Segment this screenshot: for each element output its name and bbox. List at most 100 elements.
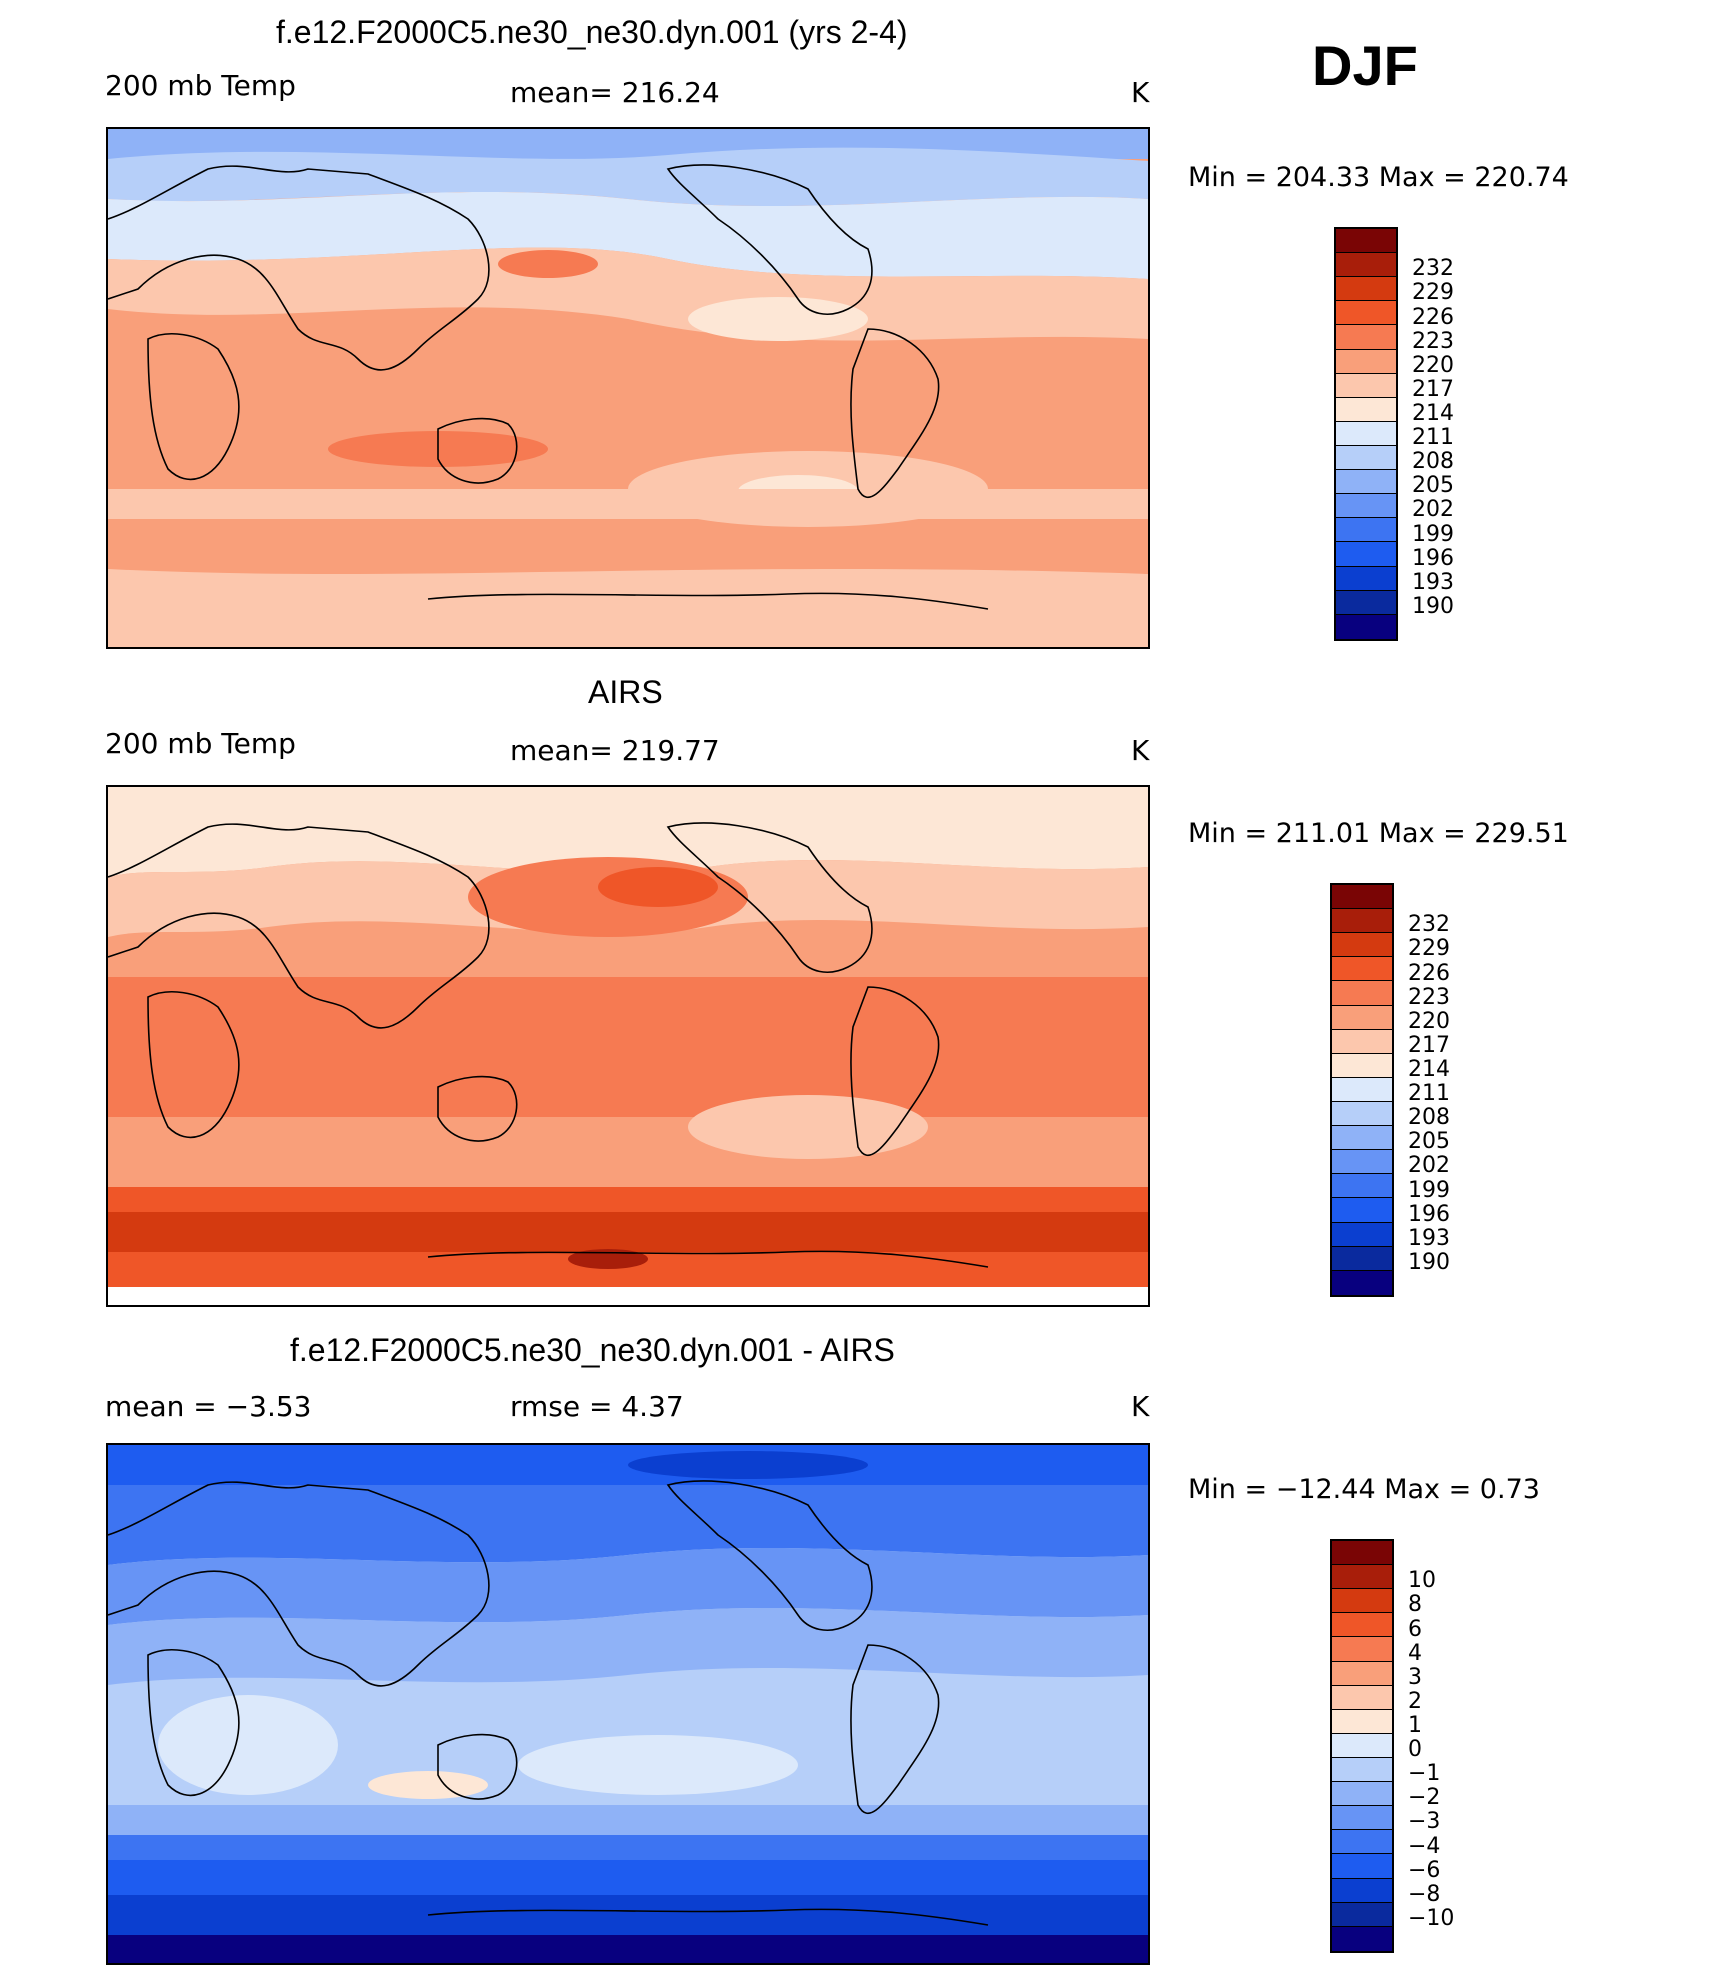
colorbar-level-label: 193 bbox=[1408, 1225, 1450, 1251]
panel2-band-south3 bbox=[108, 1212, 1148, 1252]
colorbar-level-label: 223 bbox=[1412, 328, 1454, 354]
panel2-title: AIRS bbox=[588, 674, 663, 710]
colorbar-level-label: 232 bbox=[1412, 256, 1454, 282]
panel3-title: f.e12.F2000C5.ne30_ne30.dyn.001 - AIRS bbox=[290, 1332, 895, 1368]
panel2-spot-antarctic bbox=[568, 1249, 648, 1269]
colorbar-level-label: 211 bbox=[1408, 1081, 1450, 1107]
colorbar-swatch bbox=[1332, 1661, 1392, 1686]
colorbar-swatch bbox=[1332, 909, 1392, 934]
colorbar-swatch bbox=[1332, 957, 1392, 982]
panel2-mean: mean= 219.77 bbox=[510, 734, 720, 767]
panel1-title: f.e12.F2000C5.ne30_ne30.dyn.001 (yrs 2-4… bbox=[276, 14, 908, 50]
colorbar-swatch bbox=[1332, 1005, 1392, 1030]
colorbar-level-label: 214 bbox=[1412, 400, 1454, 426]
panel2-coast-southamerica bbox=[850, 986, 940, 1156]
colorbar-swatch bbox=[1332, 1126, 1392, 1151]
colorbar-level-label: 199 bbox=[1408, 1177, 1450, 1203]
colorbar-swatch bbox=[1332, 1709, 1392, 1734]
colorbar-swatch bbox=[1336, 566, 1396, 591]
colorbar-swatch bbox=[1336, 518, 1396, 543]
panel3-coast-africa bbox=[147, 1649, 240, 1797]
colorbar-level-label: −3 bbox=[1408, 1809, 1441, 1835]
panel1-band-south2 bbox=[108, 569, 1148, 647]
season-label: DJF bbox=[1312, 34, 1418, 97]
colorbar-swatch bbox=[1332, 1902, 1392, 1927]
panel3-coast-australia bbox=[437, 1733, 518, 1800]
colorbar-swatch bbox=[1336, 542, 1396, 567]
panel3-coast-northamerica bbox=[666, 1480, 873, 1631]
panel1-coast-africa bbox=[147, 333, 240, 481]
panel2-coast-africa bbox=[147, 991, 240, 1139]
panel3-units: K bbox=[1131, 1390, 1150, 1423]
panel3-band-midlat bbox=[108, 1607, 1148, 1685]
colorbar-level-label: 205 bbox=[1412, 473, 1454, 499]
colorbar-swatch bbox=[1332, 1806, 1392, 1831]
colorbar-level-label: −1 bbox=[1408, 1761, 1441, 1787]
colorbar-swatch bbox=[1332, 1613, 1392, 1638]
colorbar-level-label: −6 bbox=[1408, 1857, 1441, 1883]
colorbar-level-label: 196 bbox=[1412, 545, 1454, 571]
panel1-minmax: Min = 204.33 Max = 220.74 bbox=[1188, 162, 1569, 193]
colorbar-level-label: 10 bbox=[1408, 1568, 1436, 1594]
colorbar-swatch bbox=[1336, 397, 1396, 422]
panel2-band-south2 bbox=[108, 1187, 1148, 1212]
panel2-coast-northamerica bbox=[666, 822, 873, 973]
colorbar-level-label: 220 bbox=[1412, 352, 1454, 378]
colorbar-level-label: 229 bbox=[1412, 280, 1454, 306]
colorbar-swatch bbox=[1332, 1222, 1392, 1247]
colorbar-swatch bbox=[1332, 1029, 1392, 1054]
panel3-coast-antarctica bbox=[427, 1908, 989, 1926]
panel2-band-polar bbox=[108, 787, 1148, 877]
colorbar-level-label: 190 bbox=[1408, 1249, 1450, 1275]
panel1-coast-australia bbox=[437, 417, 518, 484]
colorbar-level-label: 226 bbox=[1408, 960, 1450, 986]
colorbar-swatch bbox=[1336, 470, 1396, 495]
colorbar-level-label: 217 bbox=[1408, 1032, 1450, 1058]
colorbar-level-label: −8 bbox=[1408, 1881, 1441, 1907]
panel2-map bbox=[106, 785, 1150, 1307]
colorbar-level-label: 190 bbox=[1412, 593, 1454, 619]
panel3-band-subpolar bbox=[108, 1485, 1148, 1565]
panel3-left-label: mean = −3.53 bbox=[105, 1390, 312, 1423]
panel1-band-south1 bbox=[108, 489, 1148, 519]
panel1-spot-japan bbox=[498, 250, 598, 278]
colorbar-swatch bbox=[1336, 421, 1396, 446]
panel1-map-svg bbox=[108, 129, 1148, 647]
colorbar-swatch bbox=[1332, 1246, 1392, 1271]
colorbar-swatch bbox=[1336, 301, 1396, 326]
colorbar-swatch bbox=[1332, 1782, 1392, 1807]
panel3-spot-australia bbox=[368, 1771, 488, 1799]
colorbar-swatch bbox=[1332, 1077, 1392, 1102]
colorbar-level-label: 1 bbox=[1408, 1712, 1422, 1738]
colorbar-level-label: 208 bbox=[1408, 1105, 1450, 1131]
colorbar-level-label: −4 bbox=[1408, 1833, 1441, 1859]
colorbar-swatch bbox=[1332, 1878, 1392, 1903]
panel1-coast-eurasia bbox=[108, 165, 490, 371]
colorbar-swatch bbox=[1332, 933, 1392, 958]
panel2-colorbar bbox=[1330, 883, 1394, 1297]
panel1-units: K bbox=[1131, 76, 1150, 109]
panel3-coastlines bbox=[108, 1480, 989, 1926]
colorbar-level-label: 202 bbox=[1408, 1153, 1450, 1179]
colorbar-level-label: 3 bbox=[1408, 1664, 1422, 1690]
panel1-map bbox=[106, 127, 1150, 649]
panel1-left-label: 200 mb Temp bbox=[105, 69, 296, 102]
panel3-band-south1 bbox=[108, 1805, 1148, 1835]
panel1-band-highlat bbox=[108, 191, 1148, 279]
colorbar-level-label: 229 bbox=[1408, 936, 1450, 962]
panel3-minmax: Min = −12.44 Max = 0.73 bbox=[1188, 1474, 1540, 1505]
colorbar-level-label: 226 bbox=[1412, 304, 1454, 330]
colorbar-swatch bbox=[1336, 277, 1396, 302]
panel3-map bbox=[106, 1443, 1150, 1965]
panel1-coast-northamerica bbox=[666, 164, 873, 315]
panel3-coast-eurasia bbox=[108, 1481, 490, 1687]
colorbar-level-label: −2 bbox=[1408, 1785, 1441, 1811]
panel3-rmse: rmse = 4.37 bbox=[510, 1390, 684, 1423]
panel1-mean: mean= 216.24 bbox=[510, 76, 720, 109]
colorbar-level-label: 2 bbox=[1408, 1688, 1422, 1714]
panel3-band-highlat bbox=[108, 1547, 1148, 1625]
colorbar-level-label: 6 bbox=[1408, 1616, 1422, 1642]
colorbar-swatch bbox=[1332, 1270, 1392, 1295]
colorbar-swatch bbox=[1332, 1198, 1392, 1223]
colorbar-swatch bbox=[1332, 1854, 1392, 1879]
